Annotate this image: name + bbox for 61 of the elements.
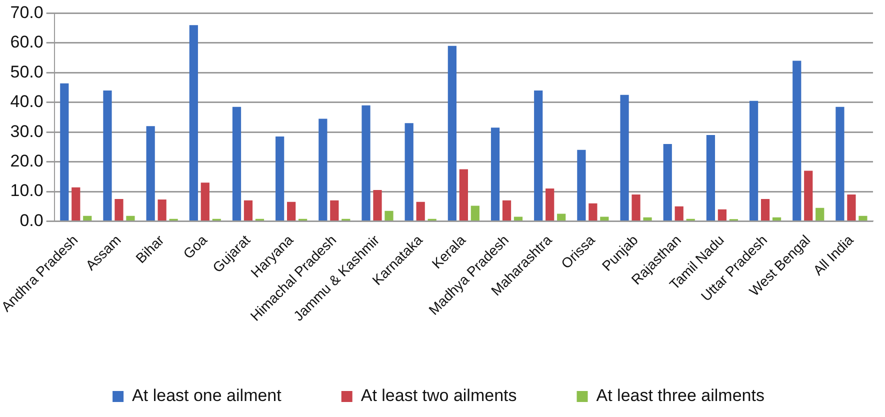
bar [816, 208, 824, 220]
bar [490, 128, 500, 220]
bar [276, 136, 284, 220]
bar [632, 194, 640, 220]
bar [749, 100, 758, 220]
legend-label: At least three ailments [596, 386, 764, 406]
bar [674, 206, 684, 220]
bar [60, 83, 69, 220]
bar [189, 25, 198, 220]
bar [244, 200, 253, 220]
bar [232, 106, 242, 220]
y-tick-label: 0.0 [20, 210, 44, 230]
bar [534, 90, 543, 220]
bar [83, 216, 92, 220]
y-tick-label: 60.0 [10, 32, 44, 52]
bar [287, 202, 296, 220]
bar [718, 209, 727, 220]
bar [620, 94, 629, 220]
y-tick-label: 20.0 [10, 151, 44, 170]
bar [858, 216, 868, 220]
bar [448, 46, 456, 220]
bar [600, 216, 609, 220]
bar [588, 203, 598, 220]
bar [200, 182, 210, 220]
bar [114, 198, 124, 220]
legend-label: At least two ailments [360, 386, 517, 406]
bar [557, 214, 566, 220]
bar [404, 123, 414, 220]
bar [760, 198, 770, 220]
y-tick-label: 70.0 [10, 2, 44, 22]
bar [384, 210, 394, 220]
y-tick-label: 40.0 [10, 92, 44, 112]
bar [836, 106, 844, 220]
bar [792, 60, 802, 220]
bar [146, 126, 155, 220]
bar [103, 90, 112, 220]
bar [459, 169, 468, 220]
bar [643, 217, 652, 220]
bar [663, 144, 672, 220]
bar [502, 200, 512, 220]
legend-label: At least one ailment [132, 386, 282, 406]
bar [804, 170, 813, 220]
bar [416, 202, 425, 220]
x-tick-label: Goa [180, 232, 210, 262]
bar [706, 135, 716, 220]
bar [546, 188, 554, 220]
bar [772, 217, 782, 220]
bar [362, 105, 370, 220]
y-tick-label: 50.0 [10, 62, 44, 82]
y-tick-label: 10.0 [10, 181, 44, 200]
bar [72, 187, 80, 220]
bar [318, 118, 328, 220]
bar [126, 216, 135, 220]
y-tick-label: 30.0 [10, 122, 44, 141]
bar [373, 190, 382, 220]
bar [158, 200, 166, 220]
bar [514, 216, 523, 220]
bar [577, 150, 586, 220]
bar [470, 206, 480, 220]
bar [330, 200, 339, 220]
bar [847, 194, 856, 220]
